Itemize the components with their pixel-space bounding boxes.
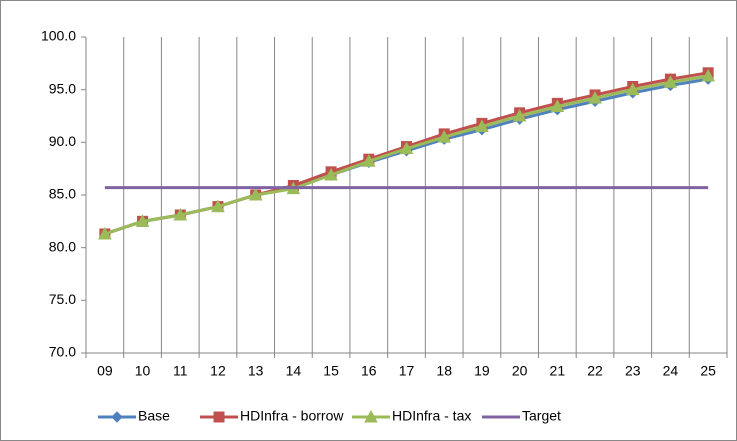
x-tick-label: 21 <box>550 363 566 379</box>
data-point <box>361 154 376 167</box>
x-tick-label: 09 <box>97 363 113 379</box>
legend-marker <box>111 411 123 423</box>
legend-marker <box>364 409 378 423</box>
x-tick-label: 12 <box>210 363 226 379</box>
data-point <box>550 99 565 113</box>
x-tick-label: 16 <box>361 363 377 379</box>
legend-label: HDInfra - tax <box>392 408 471 424</box>
data-point <box>98 226 112 240</box>
y-tick-label: 85.0 <box>49 186 76 202</box>
data-point <box>211 199 225 213</box>
x-tick-label: 15 <box>323 363 339 379</box>
data-point <box>701 68 715 82</box>
x-tick-label: 17 <box>399 363 415 379</box>
data-point <box>135 214 150 227</box>
y-tick-label: 100.0 <box>41 28 76 44</box>
y-tick-label: 70.0 <box>49 344 76 360</box>
y-tick-label: 80.0 <box>49 238 76 254</box>
x-tick-label: 19 <box>474 363 490 379</box>
data-point <box>248 187 263 201</box>
x-tick-label: 20 <box>512 363 528 379</box>
data-point <box>625 82 640 96</box>
y-tick-label: 95.0 <box>49 80 76 96</box>
data-point <box>588 91 602 104</box>
x-tick-label: 25 <box>700 363 716 379</box>
data-point <box>437 130 452 143</box>
data-point <box>663 75 678 88</box>
x-tick-label: 18 <box>436 363 452 379</box>
legend-marker <box>213 411 225 423</box>
legend-label: Target <box>522 408 561 424</box>
data-point <box>173 207 188 221</box>
x-tick-label: 23 <box>625 363 641 379</box>
x-tick-label: 13 <box>248 363 264 379</box>
y-tick-label: 75.0 <box>49 291 76 307</box>
x-tick-label: 24 <box>663 363 679 379</box>
y-tick-label: 90.0 <box>49 133 76 149</box>
data-point <box>399 141 414 155</box>
data-point <box>475 119 489 133</box>
x-tick-label: 22 <box>587 363 603 379</box>
x-tick-label: 10 <box>135 363 151 379</box>
legend-label: Base <box>138 408 170 424</box>
data-point <box>512 108 527 122</box>
x-tick-label: 14 <box>286 363 302 379</box>
legend-label: HDInfra - borrow <box>240 408 344 424</box>
x-tick-label: 11 <box>173 363 188 379</box>
data-point <box>324 167 338 181</box>
